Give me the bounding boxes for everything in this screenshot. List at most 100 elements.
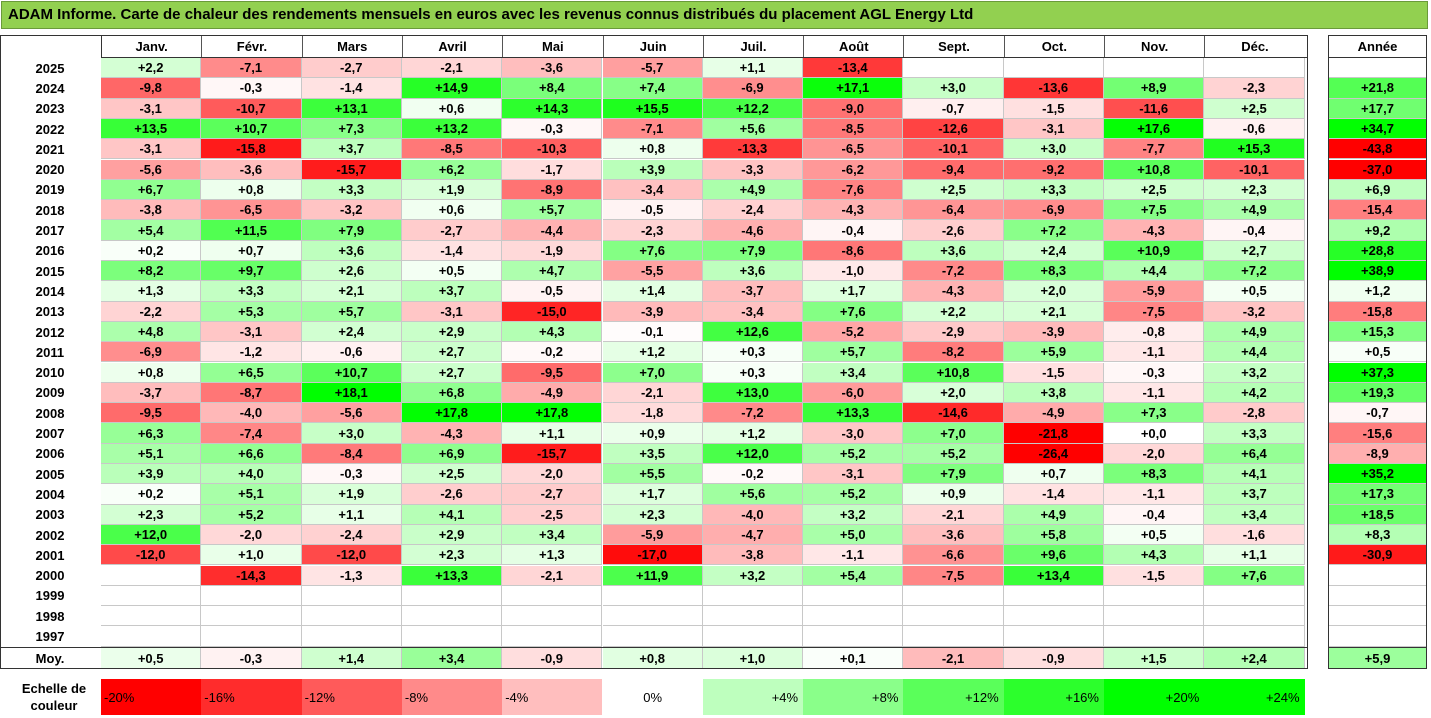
heatmap-cell xyxy=(1204,626,1305,647)
heatmap-cell: -2,5 xyxy=(502,504,603,525)
heatmap-cell: +5,3 xyxy=(201,301,302,322)
year-label: 1999 xyxy=(35,588,65,604)
heatmap-cell: -0,3 xyxy=(301,464,402,485)
year-label: 1998 xyxy=(35,608,65,624)
year-label: 2021 xyxy=(35,141,65,157)
heatmap-cell: -3,9 xyxy=(602,301,703,322)
heatmap-cell: +2,9 xyxy=(401,321,503,343)
heatmap-cell: -4,9 xyxy=(1003,403,1104,424)
heatmap-cell xyxy=(201,626,302,647)
heatmap-cell: -11,6 xyxy=(1104,98,1205,119)
heatmap-cell: +5,2 xyxy=(803,484,904,505)
heatmap-cell: +4,9 xyxy=(1003,504,1104,525)
heatmap-cell: +1,1 xyxy=(502,423,603,444)
heatmap-cell: +17,8 xyxy=(401,403,503,424)
heatmap-cell: +13,2 xyxy=(401,118,503,140)
annual-cell: +8,3 xyxy=(1328,524,1427,546)
heatmap-cell: -15,8 xyxy=(201,139,302,160)
heatmap-cell: -0,6 xyxy=(1204,118,1305,140)
color-scale-step: -4% xyxy=(502,679,603,715)
report-title: ADAM Informe. Carte de chaleur des rende… xyxy=(8,6,974,23)
month-header: Août xyxy=(803,35,903,57)
heatmap-cell: +8,3 xyxy=(1003,261,1104,282)
heatmap-cell: -0,4 xyxy=(1104,504,1205,525)
heatmap-cell: +2,3 xyxy=(602,504,703,525)
heatmap-cell: +2,2 xyxy=(101,58,202,79)
heatmap-cell: +0,3 xyxy=(702,342,804,363)
heatmap-cell: -12,6 xyxy=(903,118,1004,140)
heatmap-cell: +2,3 xyxy=(1204,179,1305,201)
heatmap-cell: +1,9 xyxy=(401,179,503,201)
heatmap-cell: -4,3 xyxy=(401,423,503,444)
average-cell: -0,9 xyxy=(502,647,603,669)
heatmap-cell xyxy=(702,585,804,607)
heatmap-cell: -3,3 xyxy=(702,159,804,180)
heatmap-cell: -8,4 xyxy=(301,443,402,464)
average-cell: +0,5 xyxy=(101,647,202,669)
heatmap-cell: -3,2 xyxy=(1204,301,1305,322)
heatmap-cell: +2,5 xyxy=(903,179,1004,201)
annual-cell: -15,4 xyxy=(1328,200,1427,221)
heatmap-cell: +4,8 xyxy=(101,321,202,343)
heatmap-cell: +0,3 xyxy=(702,362,804,383)
heatmap-cell: +4,7 xyxy=(502,261,603,282)
month-header: Avril xyxy=(401,35,502,57)
heatmap-cell: -2,3 xyxy=(1204,78,1305,99)
heatmap-cell: +7,0 xyxy=(602,362,703,383)
heatmap-cell: -0,4 xyxy=(803,220,904,241)
heatmap-cell: -7,5 xyxy=(903,565,1004,586)
year-label: 2003 xyxy=(35,507,65,523)
heatmap-cell: +7,4 xyxy=(602,78,703,99)
heatmap-cell xyxy=(401,626,503,647)
heatmap-cell: +4,1 xyxy=(401,504,503,525)
heatmap-cell xyxy=(1003,585,1104,607)
heatmap-cell: +6,8 xyxy=(401,382,503,404)
heatmap-cell: +17,1 xyxy=(803,78,904,99)
heatmap-cell: -13,3 xyxy=(702,139,804,160)
heatmap-cell: -10,1 xyxy=(1204,159,1305,180)
annual-cell: -15,6 xyxy=(1328,423,1427,444)
heatmap-cell xyxy=(101,565,202,586)
heatmap-cell: +4,9 xyxy=(702,179,804,201)
heatmap-cell: -2,0 xyxy=(201,524,302,546)
heatmap-cell: -3,1 xyxy=(201,321,302,343)
heatmap-cell: -3,6 xyxy=(201,159,302,180)
heatmap-cell xyxy=(1204,58,1305,79)
heatmap-cell xyxy=(803,585,904,607)
heatmap-cell xyxy=(903,606,1004,627)
annual-cell: +17,7 xyxy=(1328,98,1427,119)
heatmap-cell: -15,0 xyxy=(502,301,603,322)
heatmap-cell: -0,5 xyxy=(602,200,703,221)
heatmap-cell: -2,0 xyxy=(502,464,603,485)
heatmap-cell: +5,1 xyxy=(201,484,302,505)
heatmap-cell: +2,1 xyxy=(1003,301,1104,322)
heatmap-cell: +2,1 xyxy=(301,281,402,302)
heatmap-cell xyxy=(803,626,904,647)
heatmap-cell: -9,2 xyxy=(1003,159,1104,180)
annual-cell: +1,2 xyxy=(1328,281,1427,302)
heatmap-cell: -4,7 xyxy=(702,524,804,546)
heatmap-cell: -5,6 xyxy=(101,159,202,180)
heatmap-cell: +14,3 xyxy=(502,98,603,119)
heatmap-cell xyxy=(502,585,603,607)
heatmap-cell: -2,4 xyxy=(702,200,804,221)
heatmap-cell: +4,3 xyxy=(1104,545,1205,566)
heatmap-cell: +4,9 xyxy=(1204,200,1305,221)
heatmap-cell: -7,2 xyxy=(702,403,804,424)
annual-cell: +0,5 xyxy=(1328,342,1427,363)
heatmap-cell: +2,5 xyxy=(1104,179,1205,201)
heatmap-cell: -7,6 xyxy=(803,179,904,201)
annual-cell xyxy=(1328,606,1427,627)
annual-cell xyxy=(1328,565,1427,586)
heatmap-cell: +2,7 xyxy=(401,362,503,383)
heatmap-cell: -0,2 xyxy=(702,464,804,485)
heatmap-cell: -1,4 xyxy=(301,78,402,99)
heatmap-cell: -9,5 xyxy=(101,403,202,424)
heatmap-cell: -2,8 xyxy=(1204,403,1305,424)
heatmap-cell: +3,4 xyxy=(502,524,603,546)
heatmap-cell: -6,5 xyxy=(201,200,302,221)
heatmap-cell: -2,7 xyxy=(301,58,402,79)
heatmap-cell: +3,5 xyxy=(602,443,703,464)
heatmap-cell: -6,5 xyxy=(803,139,904,160)
heatmap-cell: -6,0 xyxy=(803,382,904,404)
